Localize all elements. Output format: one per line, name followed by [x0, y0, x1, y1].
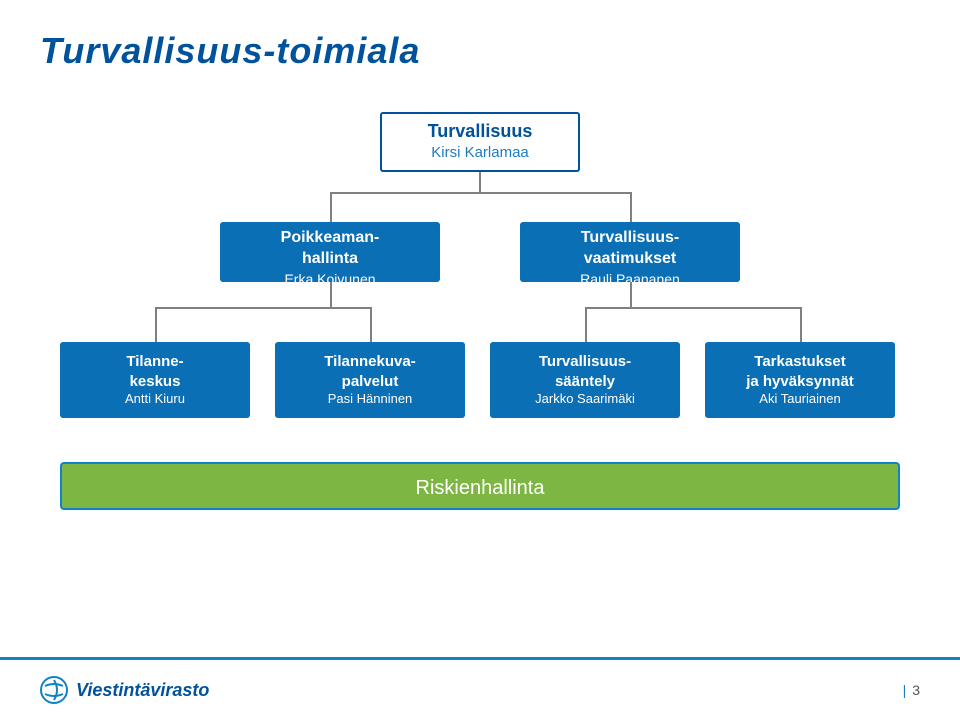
connector: [800, 307, 802, 342]
org-box-heading: Tilannekuva-palvelut: [275, 352, 465, 391]
org-box-leaf: Tarkastuksetja hyväksynnät Aki Tauriaine…: [705, 342, 895, 418]
connector: [630, 282, 632, 307]
connector: [155, 307, 157, 342]
logo-icon: [40, 676, 68, 704]
connector: [370, 307, 372, 342]
page-title: Turvallisuus-toimiala: [40, 30, 920, 72]
org-box-sub: Antti Kiuru: [60, 391, 250, 408]
org-box-mid: Poikkeaman-hallinta Erka Koivunen: [220, 222, 440, 282]
logo: Viestintävirasto: [40, 676, 209, 704]
org-box-sub: Erka Koivunen: [220, 270, 440, 282]
org-box-top: Turvallisuus Kirsi Karlamaa: [380, 112, 580, 172]
org-box-heading: Turvallisuus-vaatimukset: [520, 228, 740, 270]
connector: [330, 192, 332, 222]
org-box-sub: Aki Tauriainen: [705, 391, 895, 408]
connector: [155, 307, 372, 309]
org-box-heading: Tarkastuksetja hyväksynnät: [705, 352, 895, 391]
connector: [330, 192, 632, 194]
footer: Viestintävirasto |3: [0, 657, 960, 720]
page-number-value: 3: [912, 682, 920, 698]
risk-bar: Riskienhallinta: [60, 462, 900, 510]
org-box-leaf: Tilanne-keskus Antti Kiuru: [60, 342, 250, 418]
org-box-sub: Pasi Hänninen: [275, 391, 465, 408]
org-box-sub: Kirsi Karlamaa: [382, 143, 578, 163]
org-box-leaf: Tilannekuva-palvelut Pasi Hänninen: [275, 342, 465, 418]
org-box-sub: Jarkko Saarimäki: [490, 391, 680, 408]
org-box-heading: Turvallisuus: [382, 120, 578, 143]
org-box-mid: Turvallisuus-vaatimukset Rauli Paananen: [520, 222, 740, 282]
page-number: |3: [903, 682, 920, 698]
logo-text: Viestintävirasto: [76, 680, 209, 701]
org-box-heading: Turvallisuus-sääntely: [490, 352, 680, 391]
org-box-heading: Poikkeaman-hallinta: [220, 228, 440, 270]
org-box-heading: Tilanne-keskus: [60, 352, 250, 391]
org-diagram: Turvallisuus Kirsi Karlamaa Poikkeaman-h…: [40, 72, 920, 492]
org-box-sub: Rauli Paananen: [520, 270, 740, 282]
org-box-leaf: Turvallisuus-sääntely Jarkko Saarimäki: [490, 342, 680, 418]
connector: [330, 282, 332, 307]
connector: [585, 307, 587, 342]
connector: [479, 172, 481, 192]
connector: [585, 307, 802, 309]
connector: [630, 192, 632, 222]
